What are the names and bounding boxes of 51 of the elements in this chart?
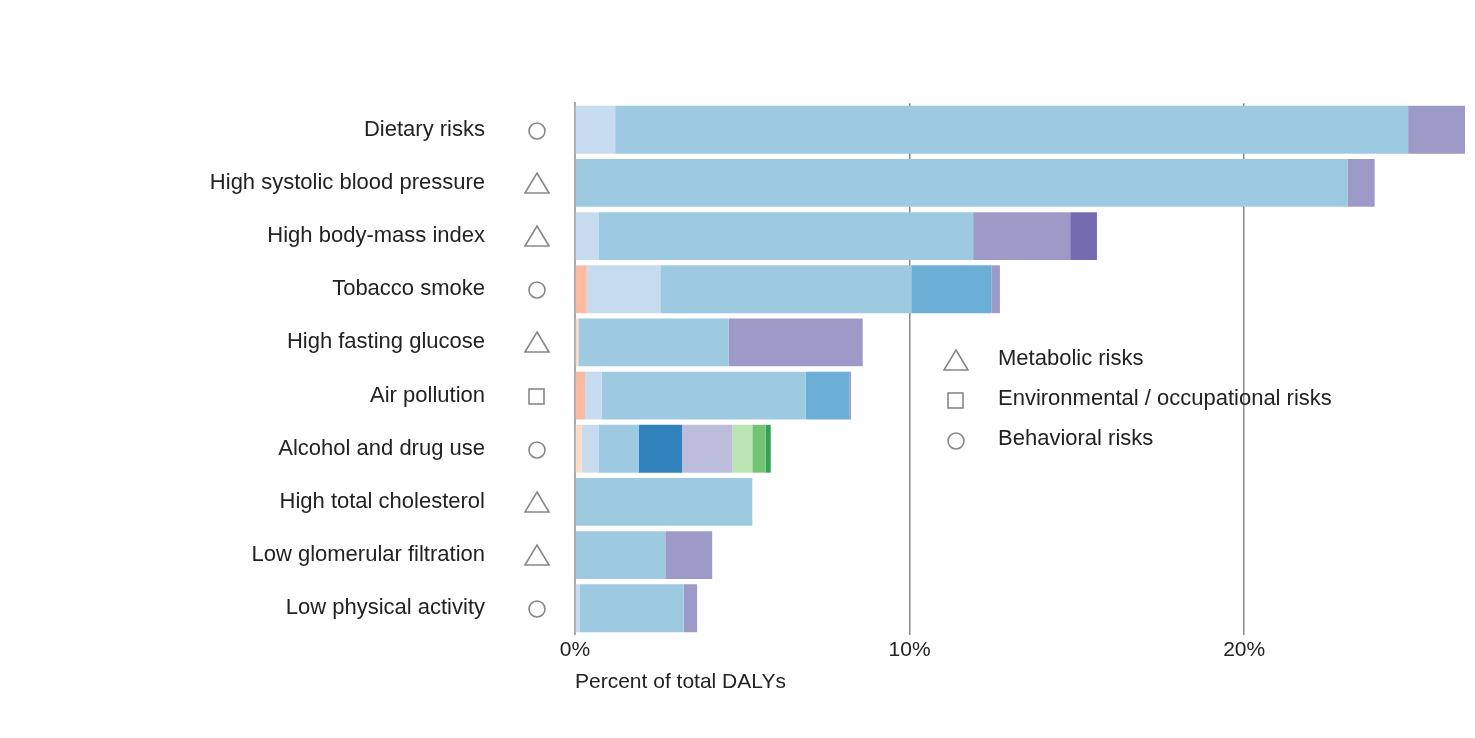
bar xyxy=(575,477,753,526)
y-tick-label: High systolic blood pressure xyxy=(209,169,485,194)
bar xyxy=(598,424,639,473)
bar xyxy=(575,159,1348,207)
x-axis-title: Percent of total DALYs xyxy=(575,669,786,693)
bar xyxy=(1347,159,1375,207)
bar xyxy=(575,584,581,633)
bar xyxy=(585,371,602,420)
bar xyxy=(805,371,850,420)
y-tick-label: Tobacco smoke xyxy=(332,275,485,301)
bar xyxy=(1408,105,1465,154)
y-tick-label: Dietary risks xyxy=(363,115,485,141)
bar xyxy=(683,584,698,633)
y-tick-label: Low physical activity xyxy=(285,594,485,620)
y-tick-label: High total cholesterol xyxy=(279,487,485,513)
bar xyxy=(638,424,683,473)
annotation: Environmental / occupational risks xyxy=(998,385,1332,410)
bar xyxy=(615,105,1409,154)
y-tick-label: High body-mass index xyxy=(267,222,485,248)
bar xyxy=(575,371,586,420)
bar xyxy=(728,318,863,367)
bar xyxy=(575,212,599,261)
bar xyxy=(660,265,912,314)
bar xyxy=(601,371,806,420)
bar xyxy=(991,265,1000,314)
x-tick-label: 20% xyxy=(1223,637,1266,661)
bar xyxy=(973,212,1071,261)
annotation: Metabolic risks xyxy=(998,345,1144,370)
bar xyxy=(578,318,729,367)
bar xyxy=(911,265,992,314)
bar xyxy=(575,265,587,314)
bar xyxy=(575,424,582,473)
bar xyxy=(682,424,733,473)
bar xyxy=(752,424,766,473)
bar xyxy=(575,105,616,154)
bar xyxy=(575,531,666,579)
bar xyxy=(581,424,599,473)
bar xyxy=(1070,212,1097,261)
x-tick-label: 0% xyxy=(559,637,591,661)
y-tick-label: Low glomerular filtration xyxy=(251,541,485,567)
bar xyxy=(665,531,713,579)
bar xyxy=(732,424,753,473)
bar xyxy=(765,424,771,473)
annotation: Behavioral risks xyxy=(998,425,1154,450)
y-tick-label: High fasting glucose xyxy=(286,328,485,354)
x-tick-label: 10% xyxy=(888,637,931,661)
bar xyxy=(580,584,684,633)
y-tick-label: Air pollution xyxy=(370,381,485,407)
bar xyxy=(598,212,974,261)
bar xyxy=(586,265,661,314)
y-tick-label: Alcohol and drug use xyxy=(278,434,485,460)
